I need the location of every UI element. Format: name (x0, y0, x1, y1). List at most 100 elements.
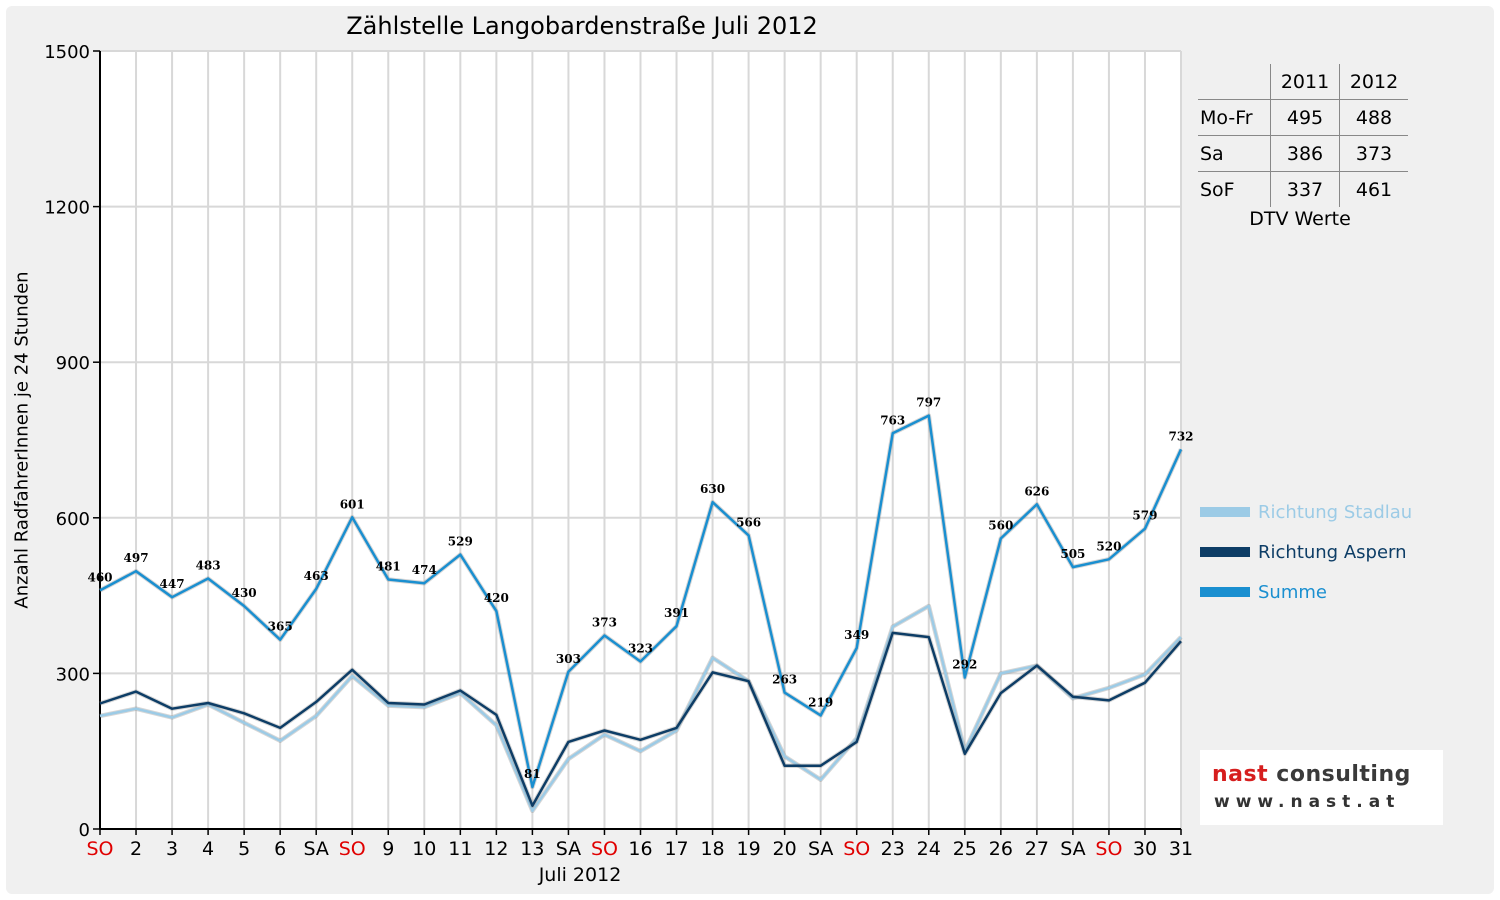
dtv-cell-2012: 461 (1339, 171, 1408, 207)
data-label: 263 (772, 673, 797, 687)
x-tick-label: 2 (130, 838, 142, 860)
dtv-header-row: 2011 2012 (1198, 64, 1408, 100)
x-tick-label: SO (843, 838, 870, 860)
y-tick-label: 600 (56, 509, 90, 530)
data-label: 505 (1060, 547, 1085, 561)
dtv-header-empty (1198, 64, 1271, 100)
dtv-cell-2012: 488 (1339, 99, 1408, 136)
x-tick-label: 6 (274, 838, 286, 860)
x-tick-label: 4 (202, 838, 214, 860)
data-label: 763 (880, 413, 905, 427)
dtv-cell-2011: 495 (1270, 99, 1340, 136)
x-tick-label: 10 (412, 838, 436, 860)
data-label: 460 (87, 570, 112, 584)
dtv-table: 2011 2012 Mo-Fr 495 488 Sa 386 373 SoF 3… (1198, 64, 1408, 207)
company-logo: nast consulting www.nast.at (1200, 750, 1443, 825)
data-label: 430 (232, 586, 257, 600)
y-axis-label: Anzahl RadfahrerInnen je 24 Stunden (11, 271, 33, 609)
data-label: 630 (700, 482, 725, 496)
data-label: 420 (484, 591, 509, 605)
x-tick-label: 24 (917, 838, 941, 860)
legend-swatch-aspern (1200, 547, 1250, 557)
legend: Richtung Stadlau Richtung Aspern Summe (1200, 492, 1412, 612)
x-tick-label: 18 (700, 838, 724, 860)
x-tick-label: SA (1060, 838, 1085, 860)
data-label: 365 (268, 620, 293, 634)
x-tick-label: 30 (1133, 838, 1157, 860)
logo-name-part1: nast (1212, 762, 1269, 787)
data-label: 601 (340, 497, 365, 511)
y-tick-label: 1200 (44, 198, 90, 219)
data-label: 303 (556, 652, 581, 666)
legend-swatch-summe (1200, 587, 1250, 597)
y-tick-label: 0 (79, 820, 90, 841)
dtv-header-2012: 2012 (1339, 64, 1408, 100)
data-label: 447 (160, 577, 185, 591)
legend-label-summe: Summe (1258, 581, 1327, 603)
data-label: 323 (628, 641, 653, 655)
data-label: 349 (844, 628, 869, 642)
dtv-row-sof: SoF 337 461 (1198, 171, 1408, 207)
data-label: 732 (1168, 429, 1193, 443)
data-label: 579 (1132, 509, 1157, 523)
series-line-2 (99, 631, 1182, 807)
dtv-header-2011: 2011 (1270, 64, 1340, 100)
x-tick-label: 17 (664, 838, 688, 860)
series-line-1 (99, 604, 1182, 813)
dtv-row-label: Sa (1198, 135, 1271, 172)
data-label: 481 (376, 560, 401, 574)
dtv-cell-2011: 386 (1270, 135, 1340, 172)
series-line-3 (99, 414, 1183, 789)
x-tick-label: SA (556, 838, 581, 860)
data-label: 529 (448, 535, 473, 549)
logo-name: nast consulting (1212, 762, 1411, 787)
x-tick-label: 25 (953, 838, 977, 860)
x-axis-label: Juli 2012 (538, 864, 622, 886)
x-tick-label: 12 (484, 838, 508, 860)
y-tick-label: 1500 (44, 42, 90, 63)
y-tick-label: 300 (56, 664, 90, 685)
x-tick-label: 19 (737, 838, 761, 860)
data-label: 463 (304, 569, 329, 583)
legend-swatch-stadlau (1200, 507, 1250, 517)
logo-name-part2: consulting (1268, 762, 1411, 787)
dtv-row-label: SoF (1200, 178, 1235, 201)
x-tick-label: 13 (520, 838, 544, 860)
data-label: 391 (664, 606, 689, 620)
x-tick-label: 3 (166, 838, 178, 860)
logo-url: www.nast.at (1214, 792, 1401, 812)
data-label: 219 (808, 695, 833, 709)
legend-item-aspern: Richtung Aspern (1200, 532, 1412, 572)
dtv-row-label: Mo-Fr (1198, 99, 1271, 136)
data-label: 626 (1024, 484, 1049, 498)
dtv-row-sa: Sa 386 373 (1198, 135, 1408, 172)
x-tick-label: SO (1095, 838, 1122, 860)
data-label: 566 (736, 515, 761, 529)
x-tick-label: SO (339, 838, 366, 860)
dtv-cell-2011: 337 (1270, 171, 1340, 207)
x-tick-label: 9 (382, 838, 394, 860)
data-label: 520 (1096, 539, 1121, 553)
x-tick-label: SA (808, 838, 833, 860)
y-tick-label: 900 (56, 353, 90, 374)
data-label: 81 (524, 767, 541, 781)
x-tick-label: SO (86, 838, 113, 860)
x-tick-label: 5 (238, 838, 250, 860)
data-label: 483 (196, 558, 221, 572)
legend-item-stadlau: Richtung Stadlau (1200, 492, 1412, 532)
dtv-caption: DTV Werte (1249, 208, 1351, 230)
x-tick-label: 23 (881, 838, 905, 860)
data-label: 797 (916, 396, 941, 410)
x-tick-label: SA (303, 838, 328, 860)
x-tick-label: 16 (628, 838, 652, 860)
data-label: 560 (988, 519, 1013, 533)
legend-item-summe: Summe (1200, 572, 1412, 612)
x-tick-label: 31 (1169, 838, 1193, 860)
data-label: 292 (952, 658, 977, 672)
dtv-cell-2012: 373 (1339, 135, 1408, 172)
data-label: 373 (592, 616, 617, 630)
legend-label-stadlau: Richtung Stadlau (1258, 501, 1413, 523)
data-label: 474 (412, 563, 437, 577)
x-tick-label: SO (591, 838, 618, 860)
